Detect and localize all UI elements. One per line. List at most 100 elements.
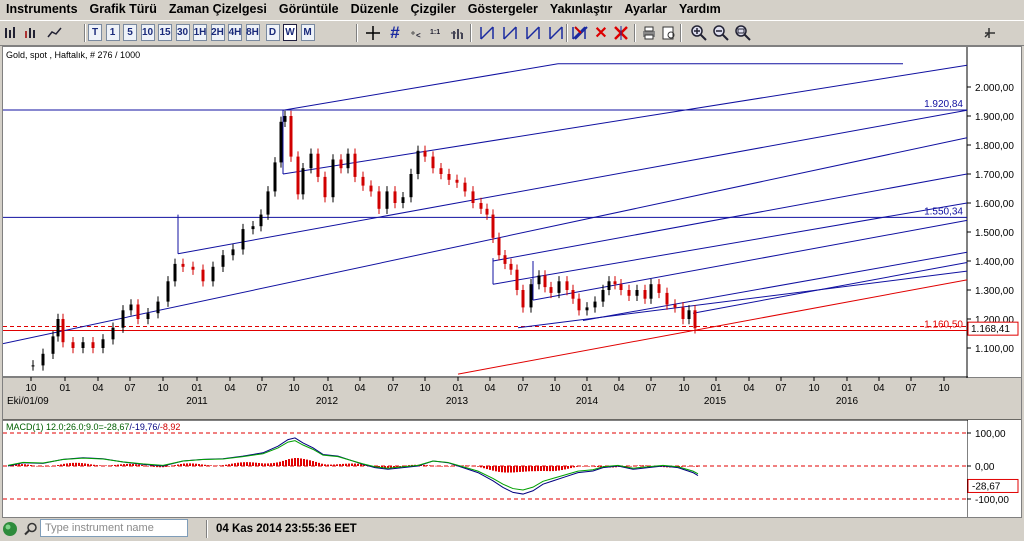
macd-hist-bar — [207, 465, 209, 466]
menu-item-3[interactable]: Görüntüle — [278, 2, 339, 16]
macd-hist-bar — [546, 466, 548, 472]
bar-chart-icon[interactable] — [22, 24, 40, 41]
macd-hist-bar — [525, 466, 527, 472]
macd-hist-bar — [66, 463, 68, 466]
candle-body — [136, 304, 140, 319]
timeframe-button-8H[interactable]: 8H — [245, 24, 260, 41]
trendline-icon[interactable] — [572, 24, 590, 41]
menu-item-6[interactable]: Göstergeler — [467, 2, 538, 16]
macd-hist-bar — [648, 465, 650, 467]
macd-hist-bar — [450, 466, 452, 467]
macd-hist-bar — [342, 463, 344, 466]
time-tick-label: 10 — [549, 383, 561, 394]
timeframe-button-W[interactable]: W — [283, 24, 297, 41]
macd-hist-bar — [162, 466, 164, 468]
menu-item-1[interactable]: Grafik Türü — [89, 2, 157, 16]
time-tick-label: 04 — [613, 383, 625, 394]
macd-hist-bar — [360, 464, 362, 466]
menu-item-2[interactable]: Zaman Çizelgesi — [168, 2, 267, 16]
price-tick-label: 2.000,00 — [975, 83, 1014, 94]
candle-body — [565, 281, 569, 290]
candle-body — [296, 156, 300, 195]
macd-hist-bar — [216, 465, 218, 467]
macd-hist-bar — [642, 465, 644, 466]
pin-icon[interactable] — [980, 24, 998, 41]
macd-hist-bar — [255, 462, 257, 466]
macd-hist-bar — [576, 466, 578, 467]
macd-hist-bar — [84, 463, 86, 466]
menu-item-9[interactable]: Yardım — [679, 2, 721, 16]
scale-icon[interactable]: 1:1 — [428, 24, 446, 41]
support-line — [457, 279, 968, 375]
candle-body — [61, 319, 65, 343]
channel-tool-3-icon[interactable] — [524, 24, 542, 41]
instrument-search-input[interactable] — [40, 519, 188, 537]
delete-all-icon[interactable] — [612, 24, 630, 41]
timeframe-button-4H[interactable]: 4H — [228, 24, 242, 41]
macd-hist-bar — [438, 466, 440, 467]
macd-hist-bar — [249, 462, 251, 466]
timeframe-button-1H[interactable]: 1H — [193, 24, 207, 41]
candle-body — [409, 174, 413, 198]
candle-body — [221, 255, 225, 267]
channel-tool-1-icon[interactable] — [478, 24, 496, 41]
zoom-fit-icon[interactable] — [734, 24, 752, 41]
time-tick-label: 01 — [322, 383, 334, 394]
candle-body — [687, 310, 691, 319]
print-preview-icon[interactable] — [660, 24, 678, 41]
macd-hist-bar — [462, 465, 464, 466]
candle-body — [369, 185, 373, 192]
menu-item-8[interactable]: Ayarlar — [624, 2, 668, 16]
volume-icon[interactable] — [450, 24, 468, 41]
timeframe-button-D[interactable]: D — [265, 24, 280, 41]
candle-body — [309, 153, 313, 169]
timeframe-button-15[interactable]: 15 — [158, 24, 172, 41]
timeframe-button-M[interactable]: M — [300, 24, 315, 41]
print-icon[interactable] — [640, 24, 658, 41]
candle-body — [81, 342, 85, 348]
candle-body — [251, 226, 255, 230]
macd-hist-bar — [441, 466, 443, 467]
zoom-in-icon[interactable] — [690, 24, 708, 41]
candle-body — [146, 313, 150, 319]
app-status-icon — [3, 522, 17, 536]
channel-tool-2-icon[interactable] — [501, 24, 519, 41]
macd-hist-bar — [96, 465, 98, 466]
grid-icon[interactable]: # — [390, 22, 400, 42]
channel-tool-4-icon[interactable] — [547, 24, 565, 41]
delete-icon[interactable]: ✕ — [594, 24, 608, 42]
menu-item-4[interactable]: Düzenle — [350, 2, 399, 16]
zoom-range-icon[interactable]: < — [408, 24, 426, 41]
candle-chart-icon[interactable] — [2, 24, 20, 41]
macd-hist-bar — [288, 459, 290, 466]
timeframe-button-30[interactable]: 30 — [175, 24, 190, 41]
candle-body — [485, 208, 489, 215]
macd-hist-bar — [240, 462, 242, 466]
menu-item-7[interactable]: Yakınlaştır — [549, 2, 613, 16]
candle-body — [111, 327, 115, 340]
menu-item-5[interactable]: Çizgiler — [410, 2, 456, 16]
macd-hist-bar — [156, 466, 158, 468]
macd-tag-label: -28,67 — [972, 481, 1001, 492]
macd-tick-label: 100,00 — [975, 429, 1006, 440]
crosshair-icon[interactable] — [364, 24, 382, 41]
zoom-out-icon[interactable] — [712, 24, 730, 41]
timeframe-button-2H[interactable]: 2H — [210, 24, 225, 41]
timeframe-button-10[interactable]: 10 — [140, 24, 155, 41]
chart-canvas[interactable]: Gold, spot , Haftalık, # 276 / 1000 2.000… — [3, 47, 1021, 517]
macd-hist-bar — [549, 466, 551, 472]
macd-hist-bar — [303, 458, 305, 466]
status-bar: 04 Kas 2014 23:55:36 EET — [0, 518, 1024, 541]
macd-hist-bar — [201, 464, 203, 466]
candle-body — [681, 307, 685, 319]
search-icon[interactable] — [24, 522, 38, 536]
timeframe-button-5[interactable]: 5 — [123, 24, 137, 41]
candle-body — [557, 281, 561, 293]
menu-item-0[interactable]: Instruments — [6, 2, 78, 16]
line-chart-icon[interactable] — [46, 24, 64, 41]
macd-hist-bar — [486, 466, 488, 470]
chart-panel[interactable]: Gold, spot , Haftalık, # 276 / 1000 2.000… — [2, 46, 1022, 518]
timeframe-button-1[interactable]: 1 — [105, 24, 120, 41]
timeframe-button-T[interactable]: T — [88, 24, 102, 41]
macd-hist-bar — [105, 465, 107, 467]
